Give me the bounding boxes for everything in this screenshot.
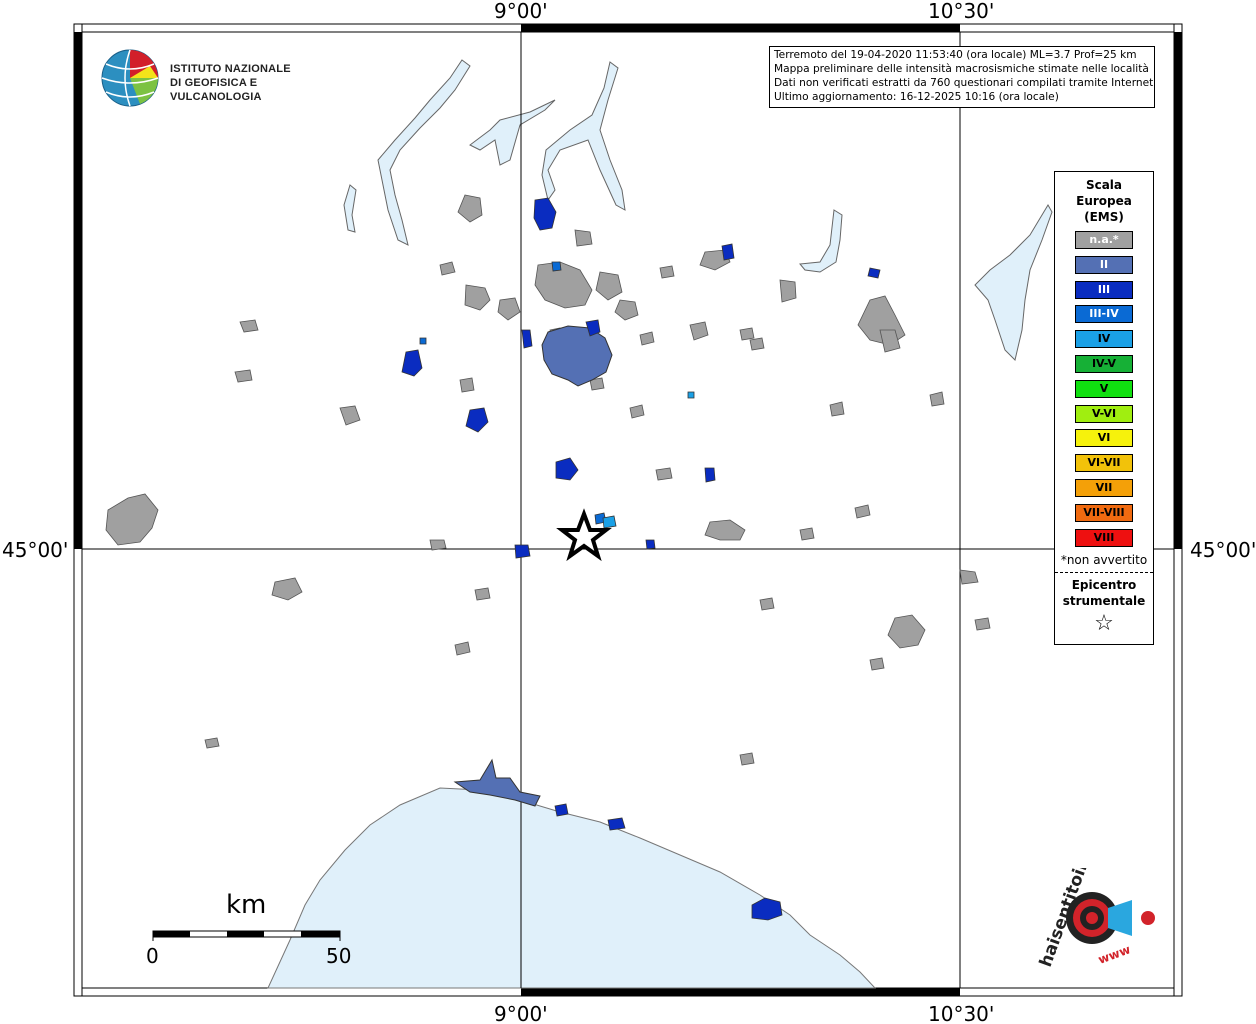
lon-label-bottom-right: 10°30'	[928, 1002, 994, 1024]
intensity-ii-coast	[453, 758, 541, 807]
haisentito-url: www	[1096, 942, 1132, 967]
lon-label-bottom-left: 9°00'	[494, 1002, 548, 1024]
event-info-line: Ultimo aggiornamento: 16-12-2025 10:16 (…	[774, 91, 1059, 103]
legend-item: V-VI	[1075, 404, 1133, 423]
lakes	[343, 59, 1053, 361]
intensity-legend: Scala Europea (EMS) n.a.* II III III-IV IV IV…	[1054, 171, 1154, 645]
event-info-line: Dati non verificati estratti da 760 ques…	[774, 77, 1155, 89]
lat-label-left: 45°00'	[2, 538, 68, 562]
epicentre-star	[556, 508, 612, 562]
legend-separator	[1055, 572, 1153, 574]
legend-item: VI	[1075, 429, 1133, 448]
legend-item: III-IV	[1075, 305, 1133, 324]
star-icon: ☆	[1094, 611, 1114, 637]
legend-epicentre-line: Epicentro	[1071, 578, 1137, 593]
legend-item: VII-VIII	[1075, 503, 1133, 522]
legend-title-line: Scala	[1085, 178, 1123, 192]
legend-item: n.a.*	[1075, 231, 1133, 249]
scale-end: 50	[326, 944, 352, 968]
municipalities-iv	[602, 391, 695, 529]
scale-unit: km	[226, 890, 267, 920]
legend-item: III	[1075, 280, 1133, 299]
legend-title: Scala Europea (EMS)	[1055, 177, 1153, 225]
municipalities-iii	[401, 197, 881, 921]
legend-item: VI-VII	[1075, 454, 1133, 473]
legend-item: IV	[1075, 330, 1133, 349]
lon-label-top-right: 10°30'	[928, 0, 994, 23]
legend-item: V	[1075, 379, 1133, 398]
legend-epicentre-line: strumentale	[1062, 594, 1146, 609]
scale-bar	[152, 930, 341, 941]
lat-label-right: 45°00'	[1190, 538, 1256, 562]
legend-item: VII	[1075, 478, 1133, 497]
legend-item: II	[1075, 255, 1133, 274]
legend-epicentre: Epicentro strumentale	[1055, 577, 1153, 609]
ingv-name-line1: ISTITUTO NAZIONALE	[170, 63, 291, 75]
legend-items: n.a.* II III III-IV IV IV-V V V-VI VI VI-VII VII VI…	[1055, 231, 1153, 547]
lon-label-top-left: 9°00'	[494, 0, 548, 23]
graticule	[82, 32, 1174, 988]
scale-start: 0	[146, 944, 159, 968]
ingv-name-line2: DI GEOFISICA E VULCANOLOGIA	[170, 77, 262, 103]
frame-ticks	[73, 23, 1183, 997]
event-info-line: Terremoto del 19-04-2020 11:53:40 (ora l…	[774, 49, 1137, 61]
legend-item: VIII	[1075, 528, 1133, 547]
legend-title-line: (EMS)	[1084, 210, 1124, 224]
legend-note: *non avvertito	[1060, 553, 1148, 568]
event-info-box: Terremoto del 19-04-2020 11:53:40 (ora l…	[769, 46, 1155, 108]
event-info-line: Mappa preliminare delle intensità macros…	[774, 63, 1149, 75]
ingv-logo: ISTITUTO NAZIONALE DI GEOFISICA E VULCAN…	[100, 48, 320, 110]
legend-title-line: Europea	[1076, 194, 1132, 208]
ear-speaker-icon	[1066, 892, 1155, 944]
municipalities-not-felt	[105, 194, 991, 766]
ingv-name: ISTITUTO NAZIONALE DI GEOFISICA E VULCAN…	[170, 62, 320, 104]
sea	[267, 787, 877, 989]
globe-icon	[101, 49, 159, 107]
haisentito-logo: haisentitoilterremoto.it www	[1030, 750, 1170, 978]
legend-item: IV-V	[1075, 354, 1133, 373]
